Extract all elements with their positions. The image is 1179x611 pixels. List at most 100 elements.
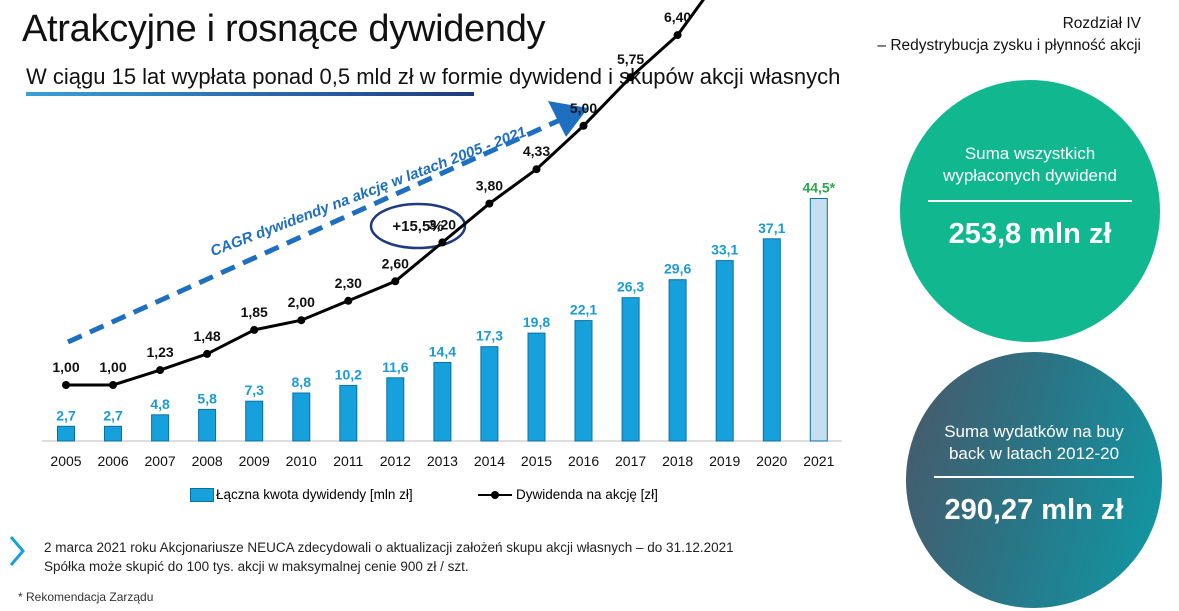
bar-value-label-2015: 19,8: [523, 314, 550, 330]
dps-point-2014: [485, 199, 494, 208]
bar-value-label-2020: 37,1: [758, 220, 785, 236]
dps-point-2013: [438, 238, 447, 247]
title-underline: [26, 92, 474, 96]
bar-2014: [480, 346, 499, 442]
dps-value-label-2014: 3,80: [476, 178, 503, 194]
buyback-note: 2 marca 2021 roku Akcjonariusze NEUCA zd…: [44, 538, 734, 576]
bar-value-label-2007: 4,8: [150, 396, 170, 412]
legend-bar-label: Łączna kwota dywidendy [mln zł]: [216, 487, 413, 502]
legend-line-label: Dywidenda na akcję [zł]: [516, 487, 658, 502]
dividends-summary-value: 253,8 mln zł: [948, 218, 1112, 250]
bar-value-label-2017: 26,3: [617, 279, 644, 295]
category-label-2010: 2010: [286, 453, 317, 469]
dps-value-label-2009: 1,85: [241, 304, 268, 320]
dps-point-2017: [626, 73, 635, 82]
bar-value-label-2018: 29,6: [664, 261, 691, 277]
bar-2016: [574, 320, 593, 442]
category-label-2009: 2009: [239, 453, 270, 469]
dps-point-2016: [579, 121, 588, 130]
buyback-summary-circle: Suma wydatków na buy back w latach 2012-…: [906, 352, 1162, 608]
category-label-2007: 2007: [145, 453, 176, 469]
dps-value-label-2018: 6,40: [664, 9, 691, 25]
buyback-summary-value: 290,27 mln zł: [944, 494, 1124, 526]
bar-2013: [433, 362, 452, 442]
dps-value-label-2006: 1,00: [99, 359, 126, 375]
buyback-note-line2: Spółka może skupić do 100 tys. akcji w m…: [44, 559, 469, 574]
dps-point-2005: [62, 381, 70, 389]
bar-2009: [245, 400, 264, 442]
dps-line: [66, 0, 705, 387]
dividends-summary-circle: Suma wszystkich wypłaconych dywidend 253…: [900, 80, 1160, 342]
bar-value-label-2009: 7,3: [244, 382, 264, 398]
cagr-arrow: [66, 117, 562, 345]
bar-value-label-2012: 11,6: [382, 359, 409, 375]
dps-point-2018: [673, 31, 682, 40]
dps-value-label-2011: 2,30: [335, 275, 362, 291]
dps-value-label-2013: 3,20: [429, 216, 456, 232]
dps-value-label-2016: 5,00: [570, 100, 597, 116]
page-title: Atrakcyjne i rosnące dywidendy: [22, 8, 546, 50]
bar-value-label-2010: 8,8: [292, 374, 312, 390]
chapter-label: Rozdział IV – Redystrybucja zysku i płyn…: [877, 13, 1141, 57]
dps-value-label-2010: 2,00: [288, 294, 315, 310]
cagr-value: +15,5%: [392, 218, 443, 235]
legend-bars: Łączna kwota dywidendy [mln zł]: [190, 487, 413, 502]
dps-point-2007: [156, 366, 165, 375]
page-subtitle: W ciągu 15 lat wypłata ponad 0,5 mld zł …: [26, 64, 841, 89]
dividends-summary-divider: [928, 200, 1132, 202]
dps-point-2012: [391, 277, 400, 286]
cagr-ellipse: [369, 202, 467, 250]
bar-2005: [57, 425, 75, 442]
dps-value-label-2015: 4,33: [523, 143, 550, 159]
category-label-2005: 2005: [50, 453, 81, 469]
dps-value-label-2012: 2,60: [382, 255, 409, 271]
bar-2021: [809, 198, 828, 442]
dps-value-label-2007: 1,23: [146, 344, 173, 360]
bar-value-label-2021: 44,5*: [802, 180, 835, 196]
bar-2010: [292, 392, 311, 442]
dps-point-2011: [344, 296, 353, 305]
category-label-2013: 2013: [427, 453, 458, 469]
bar-2017: [621, 297, 640, 442]
category-label-2018: 2018: [662, 453, 693, 469]
bar-value-label-2011: 10,2: [335, 366, 362, 382]
dps-value-label-2005: 1,00: [52, 359, 79, 375]
bar-value-label-2005: 2,7: [56, 407, 76, 423]
buyback-summary-divider: [934, 476, 1134, 478]
bar-2008: [198, 408, 217, 442]
bar-value-label-2016: 22,1: [570, 302, 597, 318]
category-label-2006: 2006: [97, 453, 128, 469]
legend-bar-swatch: [190, 487, 214, 502]
dps-point-2015: [532, 165, 541, 174]
dividends-summary-label: Suma wszystkich wypłaconych dywidend: [943, 144, 1117, 185]
bar-value-label-2019: 33,1: [711, 242, 738, 258]
dps-point-2006: [109, 381, 117, 389]
cagr-arrowhead: [548, 101, 588, 137]
category-label-2016: 2016: [568, 453, 599, 469]
bar-value-label-2008: 5,8: [197, 390, 217, 406]
bar-2020: [762, 238, 781, 442]
bar-value-label-2013: 14,4: [429, 344, 456, 360]
buyback-summary-label: Suma wydatków na buy back w latach 2012-…: [944, 422, 1124, 463]
chapter-number: Rozdział IV: [1062, 15, 1141, 32]
category-label-2014: 2014: [474, 453, 505, 469]
dividend-chart: CAGR dywidendy na akcję w latach 2005 - …: [42, 0, 842, 469]
category-label-2008: 2008: [192, 453, 223, 469]
bar-2019: [715, 260, 734, 442]
category-label-2015: 2015: [521, 453, 552, 469]
bar-2011: [339, 384, 358, 442]
dps-value-label-2017: 5,75: [617, 51, 644, 67]
dps-value-label-2008: 1,48: [193, 328, 220, 344]
bar-2015: [527, 332, 546, 442]
category-label-2012: 2012: [380, 453, 411, 469]
bar-2007: [151, 414, 170, 442]
category-label-2011: 2011: [333, 453, 363, 469]
dps-point-2008: [203, 349, 212, 358]
category-label-2019: 2019: [709, 453, 740, 469]
bar-value-label-2014: 17,3: [476, 328, 503, 344]
dps-point-2010: [297, 316, 306, 325]
category-label-2020: 2020: [756, 453, 787, 469]
bar-2006: [104, 425, 122, 442]
legend-line-swatch: [478, 490, 512, 499]
buyback-note-line1: 2 marca 2021 roku Akcjonariusze NEUCA zd…: [44, 540, 734, 555]
